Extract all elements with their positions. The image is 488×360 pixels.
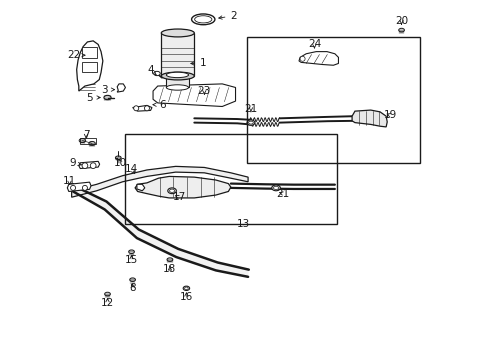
Text: 22: 22 bbox=[67, 50, 85, 60]
Text: 11: 11 bbox=[63, 176, 76, 186]
Bar bbox=[166, 75, 188, 87]
Text: 9: 9 bbox=[70, 158, 81, 168]
Ellipse shape bbox=[104, 95, 111, 100]
Ellipse shape bbox=[167, 258, 172, 261]
Circle shape bbox=[82, 163, 88, 168]
Text: 4: 4 bbox=[147, 64, 156, 75]
Bar bbox=[82, 62, 97, 72]
Ellipse shape bbox=[194, 16, 211, 23]
Polygon shape bbox=[77, 41, 102, 91]
Polygon shape bbox=[153, 84, 235, 107]
Ellipse shape bbox=[89, 141, 95, 145]
Ellipse shape bbox=[273, 186, 278, 189]
Bar bbox=[161, 33, 194, 76]
Text: 17: 17 bbox=[172, 192, 185, 202]
Ellipse shape bbox=[183, 286, 189, 291]
Text: 19: 19 bbox=[384, 111, 397, 121]
Polygon shape bbox=[72, 166, 247, 197]
Text: 21: 21 bbox=[276, 189, 289, 199]
Text: 20: 20 bbox=[394, 17, 407, 27]
Ellipse shape bbox=[104, 292, 110, 296]
Text: 24: 24 bbox=[307, 40, 321, 49]
Text: 6: 6 bbox=[153, 100, 166, 110]
Circle shape bbox=[300, 56, 305, 61]
Text: 14: 14 bbox=[124, 164, 138, 174]
Circle shape bbox=[90, 163, 96, 168]
Polygon shape bbox=[73, 185, 248, 277]
Polygon shape bbox=[67, 182, 91, 192]
Text: 1: 1 bbox=[190, 58, 206, 68]
Text: 12: 12 bbox=[101, 298, 114, 308]
Text: 10: 10 bbox=[114, 158, 127, 168]
Ellipse shape bbox=[166, 85, 188, 90]
Circle shape bbox=[144, 106, 149, 111]
Text: 5: 5 bbox=[86, 93, 100, 103]
Polygon shape bbox=[132, 105, 152, 111]
Ellipse shape bbox=[184, 287, 188, 289]
Polygon shape bbox=[135, 176, 230, 198]
Text: 13: 13 bbox=[237, 219, 250, 229]
Polygon shape bbox=[79, 161, 100, 168]
Polygon shape bbox=[298, 51, 338, 65]
Polygon shape bbox=[117, 84, 125, 92]
Circle shape bbox=[82, 185, 87, 190]
Bar bbox=[125, 134, 336, 224]
Circle shape bbox=[133, 106, 139, 111]
Ellipse shape bbox=[161, 72, 194, 80]
Bar bbox=[82, 47, 97, 58]
Ellipse shape bbox=[128, 250, 134, 253]
Polygon shape bbox=[351, 110, 386, 127]
Ellipse shape bbox=[398, 28, 404, 32]
Text: 7: 7 bbox=[82, 130, 89, 140]
Ellipse shape bbox=[153, 71, 160, 76]
Ellipse shape bbox=[167, 188, 176, 194]
Text: 18: 18 bbox=[163, 264, 176, 274]
Ellipse shape bbox=[246, 120, 254, 125]
Ellipse shape bbox=[115, 156, 121, 159]
Text: 16: 16 bbox=[180, 292, 193, 302]
Text: 8: 8 bbox=[129, 283, 136, 293]
Ellipse shape bbox=[191, 14, 214, 25]
Ellipse shape bbox=[129, 278, 135, 282]
Bar bbox=[247, 37, 419, 163]
Ellipse shape bbox=[271, 185, 280, 191]
Ellipse shape bbox=[248, 121, 253, 124]
Bar bbox=[80, 138, 96, 144]
Ellipse shape bbox=[161, 29, 194, 37]
Ellipse shape bbox=[166, 72, 188, 78]
Ellipse shape bbox=[79, 139, 85, 143]
Text: 2: 2 bbox=[218, 11, 237, 21]
Text: 15: 15 bbox=[124, 255, 138, 265]
Circle shape bbox=[70, 185, 76, 190]
Text: 23: 23 bbox=[197, 86, 210, 96]
Text: 21: 21 bbox=[244, 104, 257, 114]
Polygon shape bbox=[137, 184, 144, 191]
Ellipse shape bbox=[169, 189, 174, 192]
Text: 3: 3 bbox=[101, 85, 114, 95]
